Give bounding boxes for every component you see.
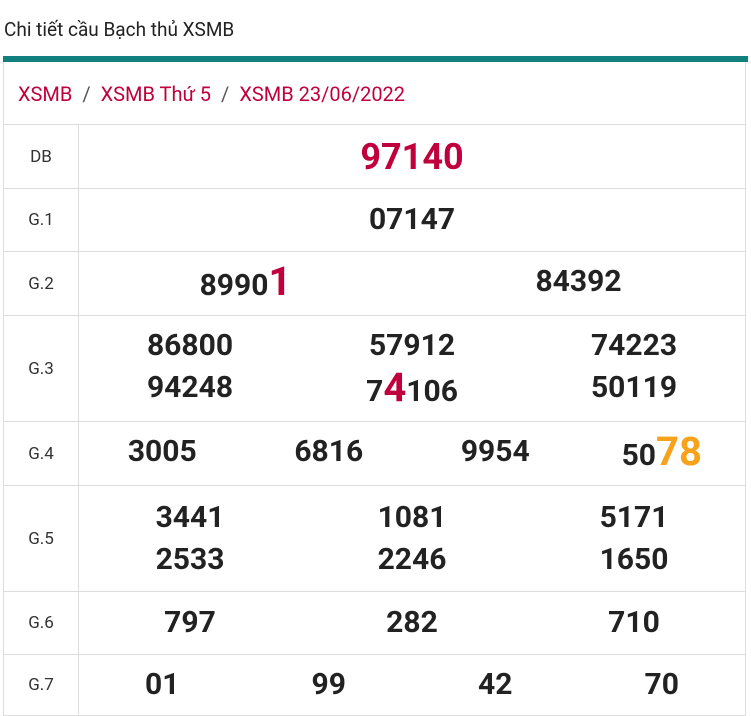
prize-number: 70	[644, 667, 679, 702]
prize-number: 89901	[79, 257, 412, 307]
prize-number: 1650	[599, 541, 669, 577]
prize-number: 84392	[535, 263, 622, 299]
prize-number: 42	[478, 667, 513, 702]
prize-number: 2246	[377, 541, 447, 577]
highlight-digits: 78	[656, 427, 702, 475]
result-row: G.2 89901 84392	[4, 252, 745, 316]
prize-number: 3005	[127, 433, 197, 469]
number-part: 7	[366, 373, 384, 409]
prize-number: 57912	[368, 327, 456, 363]
prize-number: 07147	[368, 202, 456, 237]
prize-label: G.6	[4, 592, 79, 654]
breadcrumb-link[interactable]: XSMB	[18, 82, 73, 106]
breadcrumb-link[interactable]: XSMB Thứ 5	[100, 82, 212, 106]
prize-number: 74223	[590, 327, 678, 363]
prize-number: 01	[145, 667, 180, 702]
prize-numbers: 07147	[79, 189, 745, 251]
prize-number: 94248	[146, 369, 234, 405]
prize-number: 1081	[377, 499, 447, 535]
prize-label: G.3	[4, 316, 79, 421]
number-part: 50	[621, 437, 657, 473]
prize-number: 282	[386, 605, 438, 640]
prize-numbers: 89901 84392	[79, 252, 745, 315]
highlight-digits: 1	[268, 257, 292, 305]
prize-number: 50119	[590, 369, 678, 405]
result-row: G.1 07147	[4, 189, 745, 252]
breadcrumb-link[interactable]: XSMB 23/06/2022	[239, 82, 406, 106]
prize-number: 86800	[146, 327, 234, 363]
result-row: DB 97140	[4, 125, 745, 189]
number-part: 8990	[199, 267, 269, 303]
result-row: G.3 86800 57912 74223 94248 74106 50119	[4, 316, 745, 422]
page-title: Chi tiết cầu Bạch thủ XSMB	[4, 18, 235, 41]
highlight-digits: 4	[383, 363, 407, 411]
prize-label: G.7	[4, 655, 79, 715]
result-row: G.5 3441 1081 5171 2533 2246 1650	[4, 486, 745, 592]
breadcrumb: XSMB / XSMB Thứ 5 / XSMB 23/06/2022	[4, 62, 745, 125]
prize-numbers: 97140	[79, 125, 745, 188]
prize-number: 710	[608, 605, 660, 640]
result-table: DB 97140 G.1 07147 G.2 89901 84392 G.3 86800 5791…	[4, 125, 745, 716]
title-bar	[3, 56, 748, 62]
prize-number: 9954	[460, 433, 530, 469]
prize-numbers: 86800 57912 74223 94248 74106 50119	[79, 316, 745, 421]
prize-label: G.2	[4, 252, 79, 315]
prize-numbers: 797 282 710	[79, 592, 745, 654]
result-box: XSMB / XSMB Thứ 5 / XSMB 23/06/2022 DB 97140 G…	[3, 62, 746, 716]
prize-label: G.4	[4, 422, 79, 485]
prize-number: 97140	[360, 135, 464, 178]
prize-number: 74106	[301, 363, 523, 413]
prize-number: 797	[164, 605, 216, 640]
prize-label: G.5	[4, 486, 79, 591]
prize-number: 5078	[579, 427, 746, 477]
result-row: G.4 3005 6816 9954 5078	[4, 422, 745, 486]
prize-numbers: 3005 6816 9954 5078	[79, 422, 745, 485]
breadcrumb-separator: /	[221, 82, 230, 106]
prize-numbers: 01 99 42 70	[79, 655, 745, 715]
prize-number: 5171	[599, 499, 669, 535]
prize-label: G.1	[4, 189, 79, 251]
prize-number: 99	[311, 667, 346, 702]
prize-number: 2533	[155, 541, 225, 577]
prize-number: 6816	[294, 433, 364, 469]
result-row: G.7 01 99 42 70	[4, 655, 745, 716]
prize-number: 3441	[155, 499, 225, 535]
breadcrumb-separator: /	[82, 82, 91, 106]
prize-label: DB	[4, 125, 79, 188]
number-part: 106	[406, 373, 458, 409]
result-row: G.6 797 282 710	[4, 592, 745, 655]
prize-numbers: 3441 1081 5171 2533 2246 1650	[79, 486, 745, 591]
